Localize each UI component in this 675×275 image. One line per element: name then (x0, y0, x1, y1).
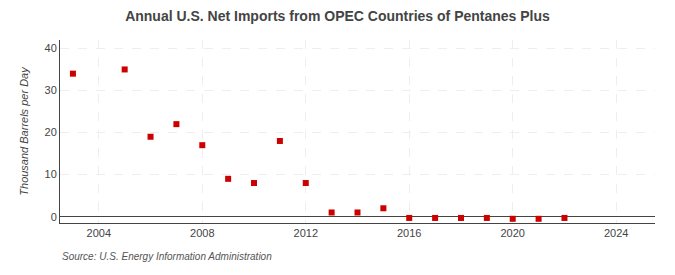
svg-text:20: 20 (45, 126, 57, 138)
svg-text:Annual U.S. Net Imports from O: Annual U.S. Net Imports from OPEC Countr… (125, 8, 550, 24)
svg-text:2004: 2004 (87, 227, 111, 239)
svg-text:2012: 2012 (294, 227, 318, 239)
svg-text:Thousand Barrels per Day: Thousand Barrels per Day (18, 66, 30, 196)
svg-text:40: 40 (45, 42, 57, 54)
svg-text:Source: U.S. Energy Informatio: Source: U.S. Energy Information Administ… (62, 251, 272, 262)
svg-text:0: 0 (51, 211, 57, 223)
svg-text:2020: 2020 (500, 227, 524, 239)
svg-text:2024: 2024 (604, 227, 628, 239)
svg-text:10: 10 (45, 168, 57, 180)
svg-text:2016: 2016 (397, 227, 421, 239)
svg-text:30: 30 (45, 84, 57, 96)
svg-text:2008: 2008 (190, 227, 214, 239)
